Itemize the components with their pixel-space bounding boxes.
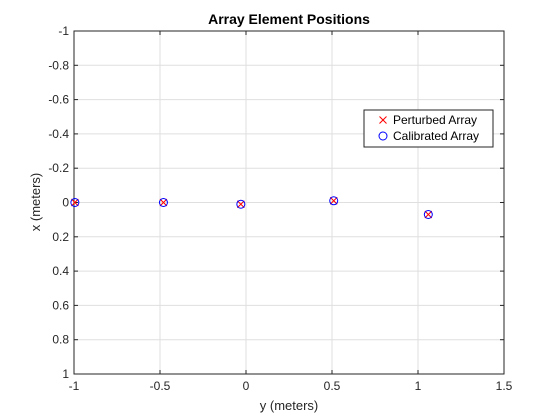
- perturbed-point: [424, 210, 433, 219]
- y-tick-label: 0.2: [52, 230, 69, 244]
- axis-ticks: -1 -0.5 0 0.5 1 1.5 -1 -0.8 -0.6 -0.4 -0.2 0 0.2 0.4 0…: [48, 24, 512, 393]
- y-tick-label: 0.4: [52, 264, 69, 278]
- perturbed-point: [159, 198, 168, 207]
- legend: Perturbed Array Calibrated Array: [363, 109, 494, 148]
- y-tick-label: -0.2: [48, 161, 69, 175]
- legend-label: Calibrated Array: [393, 129, 479, 143]
- calibrated-point: [236, 199, 246, 209]
- perturbed-point: [236, 200, 245, 209]
- data-marks: [70, 196, 433, 220]
- x-tick-label: 1: [415, 379, 422, 393]
- calibrated-point: [423, 210, 433, 220]
- x-tick-label: 0: [243, 379, 250, 393]
- calibrated-point: [158, 198, 168, 207]
- y-tick-label: 0.6: [52, 298, 69, 312]
- x-tick-label: 1.5: [496, 379, 513, 393]
- legend-marker-calibrated: [378, 131, 388, 141]
- chart-title: Array Element Positions: [208, 11, 370, 27]
- y-tick-label: -0.6: [48, 93, 69, 107]
- x-tick-label: -1: [69, 379, 80, 393]
- x-tick-label: 0.5: [324, 379, 341, 393]
- y-tick-label: -0.4: [48, 127, 69, 141]
- calibrated-point: [329, 196, 339, 206]
- legend-marker-perturbed: [379, 116, 387, 124]
- x-tick-label: -0.5: [150, 379, 171, 393]
- y-axis-label: x (meters): [28, 173, 43, 232]
- x-axis-label: y (meters): [260, 398, 319, 413]
- y-tick-label: -0.8: [48, 58, 69, 72]
- legend-box: [363, 109, 494, 148]
- y-tick-label: 1: [62, 367, 69, 381]
- legend-label: Perturbed Array: [393, 113, 477, 127]
- y-tick-label: 0.8: [52, 333, 69, 347]
- perturbed-point: [329, 196, 338, 205]
- calibrated-point: [70, 198, 80, 207]
- y-tick-label: 0: [62, 196, 69, 210]
- perturbed-point: [71, 198, 79, 207]
- y-tick-label: -1: [58, 24, 69, 38]
